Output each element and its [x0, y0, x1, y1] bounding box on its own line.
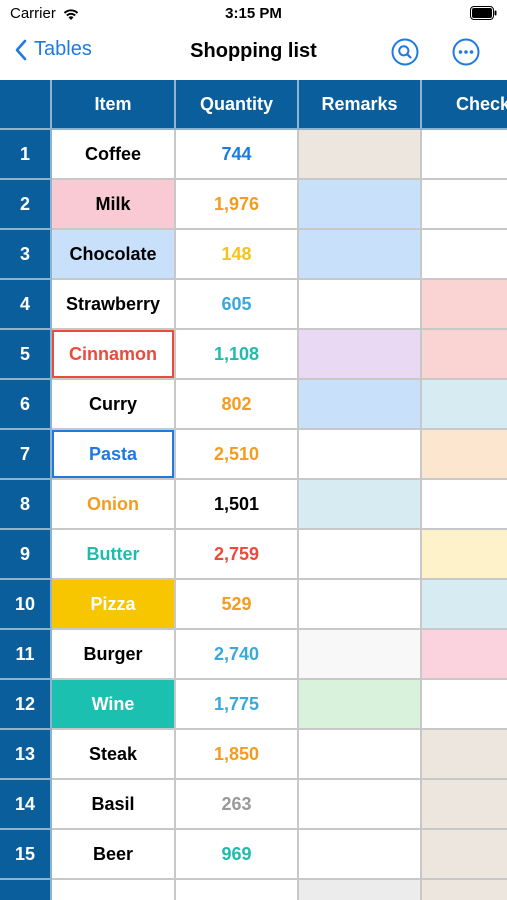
quantity-cell[interactable]: 1,501 — [176, 480, 299, 530]
item-cell[interactable]: Strawberry — [52, 280, 176, 330]
carrier-indicator: Carrier — [10, 5, 80, 22]
row-number[interactable]: 5 — [0, 330, 52, 380]
item-cell[interactable]: Coffee — [52, 130, 176, 180]
row-number[interactable]: 2 — [0, 180, 52, 230]
item-cell[interactable]: Wine — [52, 680, 176, 730]
remarks-cell[interactable] — [299, 730, 422, 780]
check-cell[interactable] — [422, 780, 507, 830]
remarks-cell[interactable] — [299, 380, 422, 430]
row-number[interactable]: 13 — [0, 730, 52, 780]
row-number[interactable]: 10 — [0, 580, 52, 630]
quantity-cell[interactable]: 1,775 — [176, 680, 299, 730]
quantity-cell[interactable]: 969 — [176, 830, 299, 880]
item-cell[interactable]: Butter — [52, 530, 176, 580]
item-cell[interactable]: Milk — [52, 180, 176, 230]
remarks-cell[interactable] — [299, 830, 422, 880]
carrier-label: Carrier — [10, 5, 56, 22]
check-cell[interactable] — [422, 180, 507, 230]
quantity-cell[interactable]: 605 — [176, 280, 299, 330]
check-cell[interactable] — [422, 230, 507, 280]
corner-cell[interactable] — [0, 80, 52, 130]
back-button-label: Tables — [34, 38, 92, 60]
remarks-cell[interactable] — [299, 580, 422, 630]
item-cell[interactable]: Chocolate — [52, 230, 176, 280]
item-cell[interactable]: Pasta — [52, 430, 176, 480]
quantity-cell[interactable]: 2,740 — [176, 630, 299, 680]
check-cell[interactable] — [422, 430, 507, 480]
item-cell[interactable]: Burger — [52, 630, 176, 680]
item-cell[interactable]: Steak — [52, 730, 176, 780]
remarks-cell[interactable] — [299, 480, 422, 530]
item-cell[interactable]: Cinnamon — [52, 330, 176, 380]
quantity-cell[interactable]: 263 — [176, 780, 299, 830]
row-number[interactable]: 7 — [0, 430, 52, 480]
quantity-cell[interactable] — [176, 880, 299, 900]
row-number[interactable]: 6 — [0, 380, 52, 430]
remarks-cell[interactable] — [299, 330, 422, 380]
check-cell[interactable] — [422, 630, 507, 680]
remarks-cell[interactable] — [299, 230, 422, 280]
row-number[interactable]: 8 — [0, 480, 52, 530]
back-button[interactable]: Tables — [14, 38, 92, 61]
check-cell[interactable] — [422, 480, 507, 530]
quantity-cell[interactable]: 744 — [176, 130, 299, 180]
column-header-quantity[interactable]: Quantity — [176, 80, 299, 130]
quantity-cell[interactable]: 802 — [176, 380, 299, 430]
check-cell[interactable] — [422, 680, 507, 730]
quantity-cell[interactable]: 1,850 — [176, 730, 299, 780]
row-number[interactable]: 4 — [0, 280, 52, 330]
row-number[interactable]: 14 — [0, 780, 52, 830]
quantity-cell[interactable]: 1,976 — [176, 180, 299, 230]
remarks-cell[interactable] — [299, 280, 422, 330]
quantity-cell[interactable]: 529 — [176, 580, 299, 630]
remarks-cell[interactable] — [299, 780, 422, 830]
row-number[interactable]: 12 — [0, 680, 52, 730]
check-cell[interactable] — [422, 880, 507, 900]
column-header-check[interactable]: Check — [422, 80, 507, 130]
item-cell[interactable]: Onion — [52, 480, 176, 530]
chevron-left-icon — [15, 39, 27, 60]
check-cell[interactable] — [422, 330, 507, 380]
row-number[interactable]: 15 — [0, 830, 52, 880]
remarks-cell[interactable] — [299, 880, 422, 900]
spreadsheet-table: Item Quantity Remarks Check 1 Coffee 744 2 M… — [0, 80, 507, 900]
more-options-icon[interactable] — [451, 37, 481, 67]
row-number[interactable]: 9 — [0, 530, 52, 580]
row-number[interactable] — [0, 880, 52, 900]
item-cell[interactable]: Curry — [52, 380, 176, 430]
check-cell[interactable] — [422, 830, 507, 880]
remarks-cell[interactable] — [299, 630, 422, 680]
remarks-cell[interactable] — [299, 130, 422, 180]
remarks-cell[interactable] — [299, 180, 422, 230]
remarks-cell[interactable] — [299, 430, 422, 480]
row-number[interactable]: 11 — [0, 630, 52, 680]
status-bar: Carrier 3:15 PM — [0, 0, 507, 28]
quantity-cell[interactable]: 2,759 — [176, 530, 299, 580]
check-cell[interactable] — [422, 380, 507, 430]
remarks-cell[interactable] — [299, 680, 422, 730]
column-header-remarks[interactable]: Remarks — [299, 80, 422, 130]
quantity-cell[interactable]: 1,108 — [176, 330, 299, 380]
check-cell[interactable] — [422, 280, 507, 330]
navigation-bar: Tables Shopping list — [0, 28, 507, 78]
item-cell[interactable]: Basil — [52, 780, 176, 830]
row-number[interactable]: 1 — [0, 130, 52, 180]
check-cell[interactable] — [422, 730, 507, 780]
row-number[interactable]: 3 — [0, 230, 52, 280]
battery-icon — [470, 6, 497, 20]
search-icon[interactable] — [390, 37, 420, 67]
column-header-item[interactable]: Item — [52, 80, 176, 130]
item-cell[interactable] — [52, 880, 176, 900]
check-cell[interactable] — [422, 130, 507, 180]
remarks-cell[interactable] — [299, 530, 422, 580]
quantity-cell[interactable]: 148 — [176, 230, 299, 280]
item-cell[interactable]: Pizza — [52, 580, 176, 630]
wifi-icon — [63, 8, 79, 20]
check-cell[interactable] — [422, 580, 507, 630]
quantity-cell[interactable]: 2,510 — [176, 430, 299, 480]
item-cell[interactable]: Beer — [52, 830, 176, 880]
check-cell[interactable] — [422, 530, 507, 580]
